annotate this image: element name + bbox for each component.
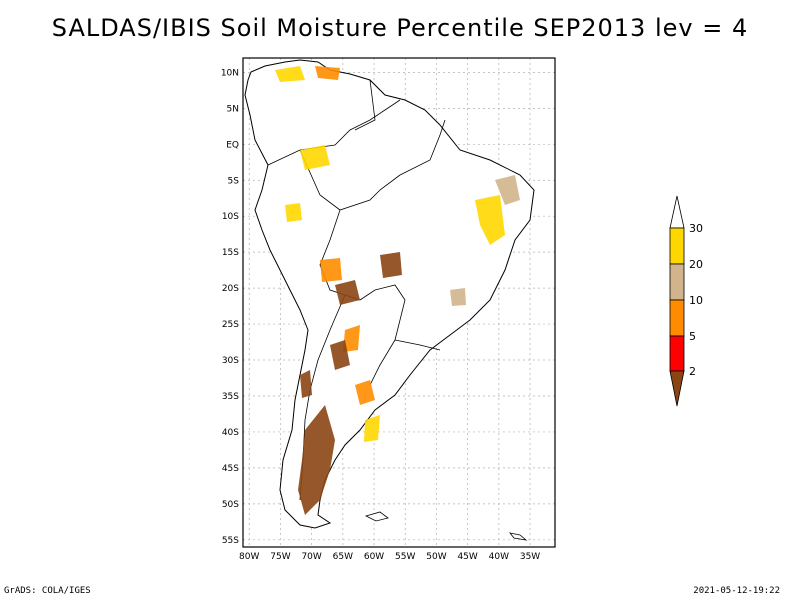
percentile-patch [300, 370, 312, 398]
legend-arrow-top [669, 195, 685, 229]
latitude-label: 30S [222, 356, 239, 366]
percentile-patch [315, 66, 340, 80]
latitude-label: 40S [222, 428, 239, 438]
latitude-label: 25S [222, 320, 239, 330]
legend-box-10-20 [669, 263, 685, 301]
percentile-patch [335, 280, 360, 305]
percentile-patch [285, 203, 302, 222]
longitude-label: 75W [270, 552, 290, 562]
percentile-shading [275, 66, 520, 515]
latitude-labels: 10N 5N EQ 5S 10S 15S 20S 25S 30S 35S 40S 45S 50S 55S [221, 68, 239, 545]
longitude-label: 60W [364, 552, 384, 562]
legend-label: 2 [689, 365, 696, 378]
percentile-patch [475, 195, 505, 245]
percentile-patch [355, 380, 375, 405]
legend-label: 30 [689, 222, 703, 235]
latitude-label: 15S [222, 248, 239, 258]
legend-box-2-5 [669, 335, 685, 372]
latitude-label: EQ [226, 140, 239, 150]
latitude-label: 5S [228, 176, 240, 186]
longitude-label: 45W [457, 552, 477, 562]
latitude-label: 45S [222, 464, 239, 474]
legend-box-5-10 [669, 299, 685, 337]
legend-label: 10 [689, 294, 703, 307]
percentile-patch [330, 340, 350, 370]
longitude-label: 55W [395, 552, 415, 562]
percentile-patch [300, 145, 330, 170]
percentile-patch [495, 175, 520, 205]
longitude-label: 35W [520, 552, 540, 562]
longitude-label: 80W [239, 552, 259, 562]
longitude-label: 50W [426, 552, 446, 562]
latitude-label: 50S [222, 500, 239, 510]
color-legend: 30 20 10 5 2 [669, 195, 703, 407]
legend-label: 5 [689, 330, 696, 343]
percentile-patch [343, 325, 360, 352]
legend-label: 20 [689, 258, 703, 271]
latitude-label: 10S [222, 212, 239, 222]
percentile-patch [298, 405, 335, 515]
latitude-label: 20S [222, 284, 239, 294]
map-title: SALDAS/IBIS Soil Moisture Percentile SEP… [51, 14, 749, 42]
latitude-label: 10N [221, 68, 239, 78]
longitude-label: 65W [333, 552, 353, 562]
latitude-label: 55S [222, 536, 239, 546]
map-frame [242, 57, 556, 548]
latitude-label: 35S [222, 392, 239, 402]
footer-credit: GrADS: COLA/IGES [4, 586, 91, 596]
longitude-labels: 80W 75W 70W 65W 60W 55W 50W 45W 40W 35W [239, 552, 540, 562]
percentile-patch [380, 252, 402, 278]
percentile-patch [450, 288, 466, 306]
footer-timestamp: 2021-05-12-19:22 [693, 586, 780, 596]
percentile-patch [364, 415, 380, 442]
longitude-label: 70W [301, 552, 321, 562]
percentile-patch [320, 258, 342, 282]
legend-arrow-bottom [669, 370, 685, 407]
legend-box-20-30 [669, 227, 685, 265]
latitude-label: 5N [227, 104, 239, 114]
percentile-patch [275, 66, 305, 82]
longitude-label: 40W [489, 552, 509, 562]
